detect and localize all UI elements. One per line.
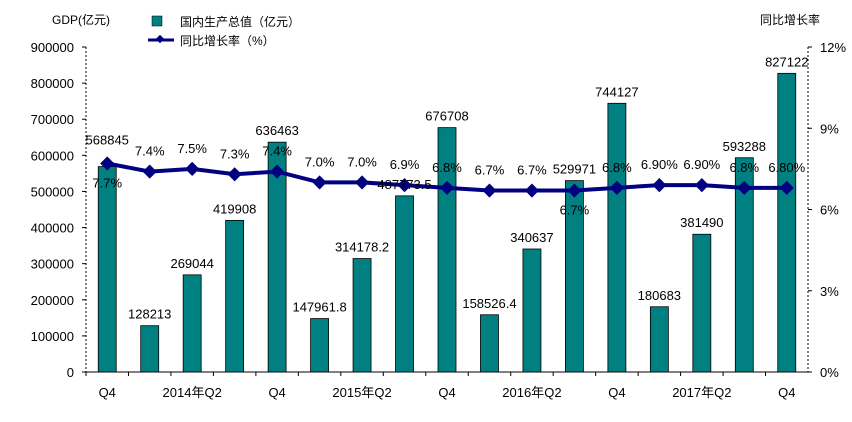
growth-marker	[779, 180, 794, 195]
gdp-value-label: 269044	[170, 256, 213, 271]
x-tick-label: Q4	[438, 385, 455, 400]
y-axis-title: GDP(亿元)	[52, 12, 110, 27]
y-tick-label: 100000	[31, 329, 74, 344]
y2-tick-label: 3%	[820, 284, 839, 299]
growth-marker	[737, 180, 752, 195]
gdp-value-label: 744127	[595, 84, 638, 99]
growth-value-label: 6.7%	[517, 163, 547, 178]
gdp-value-label: 636463	[255, 123, 298, 138]
gdp-bar	[607, 102, 627, 373]
growth-value-label: 7.0%	[305, 154, 335, 169]
growth-value-label: 6.7%	[475, 163, 505, 178]
gdp-bar	[225, 219, 245, 373]
growth-value-label: 7.4%	[262, 144, 292, 159]
growth-marker	[354, 175, 370, 190]
gdp-bar	[97, 166, 117, 373]
growth-value-label: 6.9%	[390, 157, 420, 172]
growth-value-label: 7.5%	[177, 141, 207, 156]
growth-value-label: 6.8%	[602, 160, 632, 175]
y-tick-label: 600000	[31, 148, 74, 163]
growth-marker	[694, 178, 709, 193]
growth-marker	[227, 167, 242, 182]
legend-bar-label: 国内生产总值（亿元）	[180, 14, 300, 29]
growth-marker	[567, 183, 582, 198]
growth-value-label: 6.8%	[729, 160, 759, 175]
growth-value-label: 6.90%	[641, 157, 678, 172]
growth-value-label: 7.7%	[92, 175, 122, 190]
growth-value-label: 6.80%	[768, 160, 805, 175]
growth-marker	[185, 161, 200, 176]
y-tick-label: 0	[67, 365, 74, 380]
gdp-value-label: 381490	[680, 215, 723, 230]
gdp-bar	[565, 180, 584, 373]
gdp-bar	[777, 72, 797, 373]
x-tick-label: 2015年Q2	[332, 385, 391, 400]
x-tick-label: Q4	[99, 385, 116, 400]
growth-marker	[609, 180, 624, 195]
gdp-value-label: 128213	[128, 307, 171, 322]
y-tick-label: 400000	[31, 221, 74, 236]
growth-marker	[482, 183, 497, 198]
growth-marker	[652, 178, 667, 193]
legend-line-label: 同比增长率（%）	[180, 33, 275, 48]
growth-value-label: 7.3%	[220, 146, 250, 161]
y2-tick-label: 9%	[820, 121, 839, 136]
gdp-value-label: 827122	[765, 54, 808, 69]
y-tick-label: 500000	[31, 184, 74, 199]
gdp-value-label: 568845	[86, 133, 129, 148]
y-tick-label: 300000	[31, 257, 74, 272]
growth-marker	[312, 175, 327, 190]
growth-marker	[142, 164, 157, 179]
y2-tick-label: 0%	[820, 365, 839, 380]
gdp-value-label: 314178.2	[335, 240, 389, 255]
gdp-bar	[480, 314, 499, 373]
x-tick-label: 2016年Q2	[502, 385, 561, 400]
y2-tick-label: 12%	[820, 40, 846, 55]
y-tick-label: 800000	[31, 76, 74, 91]
gdp-bar	[522, 248, 542, 373]
gdp-value-label: 487773.5	[377, 177, 431, 192]
legend-bar-swatch	[151, 15, 163, 27]
x-tick-label: 2017年Q2	[672, 385, 731, 400]
gdp-bar	[734, 157, 754, 373]
legend: 国内生产总值（亿元） 同比增长率（%）	[148, 14, 300, 48]
gdp-value-label: 147961.8	[292, 300, 346, 315]
growth-value-label: 7.4%	[135, 144, 165, 159]
x-tick-label: Q4	[268, 385, 285, 400]
growth-marker	[524, 183, 540, 198]
growth-value-label: 6.8%	[432, 160, 462, 175]
growth-marker	[439, 180, 455, 195]
gdp-bar	[182, 274, 202, 373]
growth-marker	[270, 164, 285, 179]
gdp-bar	[140, 325, 160, 373]
gdp-bar	[267, 141, 287, 373]
legend-line-marker	[155, 34, 165, 44]
y-tick-label: 200000	[31, 293, 74, 308]
gdp-bar	[395, 195, 414, 373]
x-tick-label: 2014年Q2	[163, 385, 222, 400]
gdp-value-label: 340637	[510, 230, 553, 245]
x-tick-label: Q4	[608, 385, 625, 400]
gdp-bar	[310, 318, 329, 373]
gdp-bar	[649, 306, 669, 373]
gdp-value-label: 676708	[425, 109, 468, 124]
y2-axis-title: 同比增长率	[760, 12, 820, 27]
gdp-value-label: 529971	[553, 162, 596, 177]
growth-value-label: 6.7%	[560, 203, 590, 218]
gdp-value-label: 158526.4	[462, 296, 516, 311]
y2-tick-label: 6%	[820, 203, 839, 218]
gdp-value-label: 593288	[723, 139, 766, 154]
gdp-bar	[692, 233, 712, 373]
x-tick-label: Q4	[778, 385, 795, 400]
growth-value-label: 7.0%	[347, 154, 377, 169]
gdp-value-label: 180683	[638, 288, 681, 303]
growth-marker	[397, 178, 412, 193]
y-tick-label: 700000	[31, 112, 74, 127]
gdp-bar	[352, 258, 372, 373]
y-tick-label: 900000	[31, 40, 74, 55]
gdp-value-label: 419908	[213, 201, 256, 216]
growth-value-label: 6.90%	[683, 157, 720, 172]
